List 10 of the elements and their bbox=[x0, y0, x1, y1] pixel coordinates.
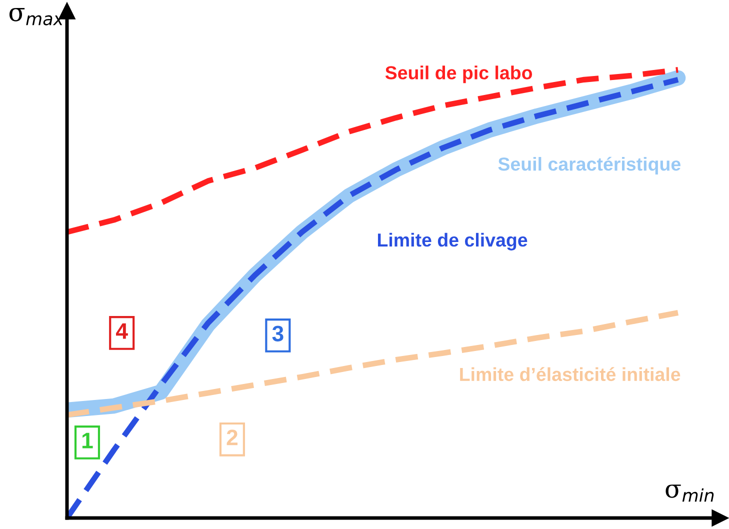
series-label: Limite d’élasticité initiale bbox=[460, 367, 680, 382]
annotation: 4 bbox=[116, 323, 128, 339]
series-label: Seuil de pic labo bbox=[385, 66, 532, 84]
annotation: 1 bbox=[82, 432, 93, 448]
y-axis-title: σ$_{max}$ bbox=[9, 8, 64, 26]
x-axis-title: σ$_{min}$ bbox=[666, 484, 714, 502]
annotation: 3 bbox=[272, 326, 284, 342]
annotation: 2 bbox=[226, 430, 238, 446]
text: Limite de clivage bbox=[378, 232, 528, 250]
series-label: Seuil caractéristique bbox=[498, 156, 680, 174]
